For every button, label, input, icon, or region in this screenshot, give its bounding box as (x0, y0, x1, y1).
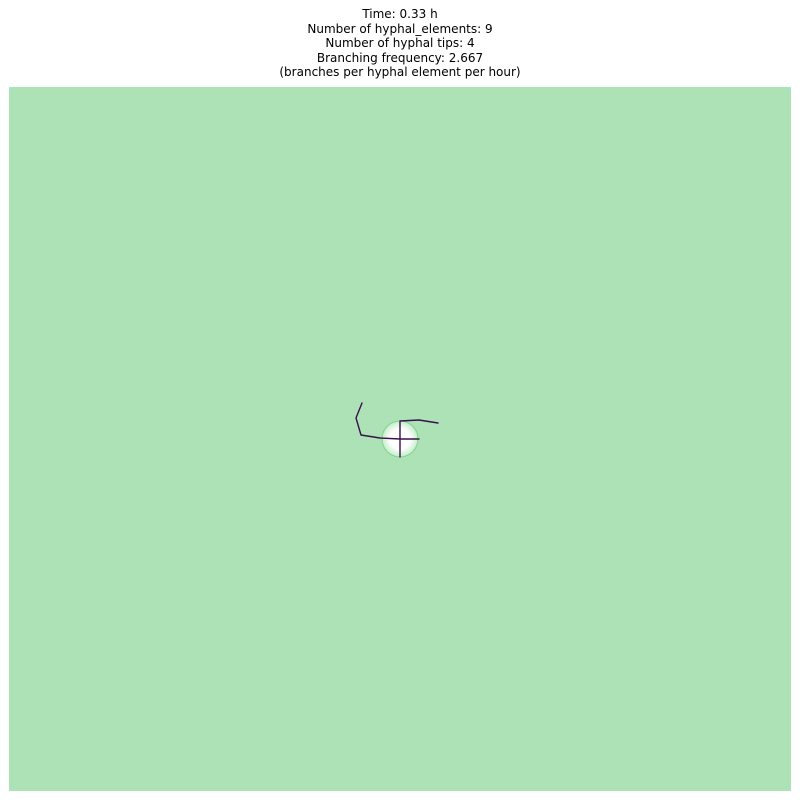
hyphae-network (355, 402, 439, 458)
simulation-title: Time: 0.33 h Number of hyphal_elements: … (0, 7, 800, 80)
title-time: Time: 0.33 h (362, 7, 438, 21)
growth-field (9, 87, 791, 791)
title-hyphal-elements: Number of hyphal_elements: 9 (307, 21, 493, 36)
growth-field-svg (9, 87, 791, 791)
title-branching-units: (branches per hyphal element per hour) (279, 65, 521, 80)
hypha-segment (399, 419, 439, 440)
title-hyphal-tips: Number of hyphal tips: 4 (325, 36, 475, 51)
hypha-segment (355, 402, 401, 440)
title-branching-frequency: Branching frequency: 2.667 (316, 50, 484, 65)
